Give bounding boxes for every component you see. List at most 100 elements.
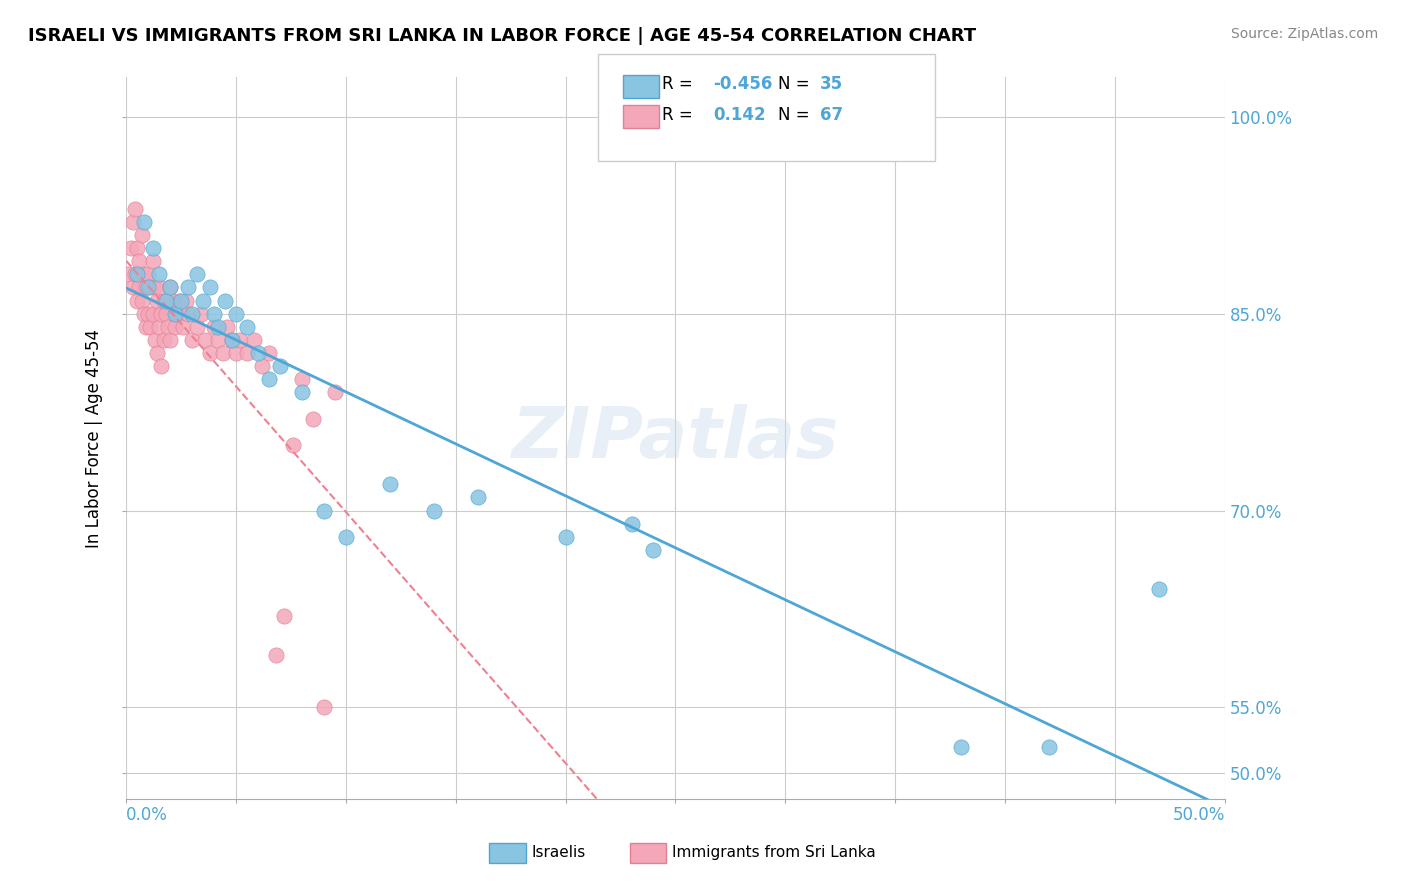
Point bbox=[950, 739, 973, 754]
Point bbox=[131, 227, 153, 242]
Point bbox=[136, 268, 159, 282]
Point bbox=[264, 648, 287, 662]
Point bbox=[194, 333, 217, 347]
Point bbox=[291, 372, 314, 386]
Point bbox=[1038, 739, 1060, 754]
Text: N =: N = bbox=[778, 75, 808, 93]
Point bbox=[172, 319, 194, 334]
Point bbox=[127, 241, 149, 255]
Point bbox=[378, 477, 401, 491]
Point bbox=[163, 307, 186, 321]
Point bbox=[190, 307, 212, 321]
Point bbox=[335, 530, 357, 544]
Point bbox=[132, 307, 155, 321]
Point bbox=[121, 215, 143, 229]
Text: Israelis: Israelis bbox=[531, 846, 586, 860]
Point bbox=[155, 293, 177, 308]
Point bbox=[221, 333, 243, 347]
Point bbox=[136, 307, 159, 321]
Point bbox=[273, 608, 295, 623]
Point bbox=[257, 346, 280, 360]
Point bbox=[156, 319, 179, 334]
Text: 0.0%: 0.0% bbox=[127, 805, 169, 824]
Point bbox=[131, 293, 153, 308]
Text: R =: R = bbox=[662, 75, 693, 93]
Point bbox=[467, 491, 489, 505]
Point bbox=[139, 319, 162, 334]
Point bbox=[167, 293, 190, 308]
Point bbox=[225, 346, 247, 360]
Point bbox=[120, 241, 142, 255]
Point bbox=[302, 411, 325, 425]
Point bbox=[186, 319, 208, 334]
Point bbox=[166, 307, 188, 321]
Point bbox=[312, 700, 335, 714]
Point bbox=[163, 319, 186, 334]
Point bbox=[312, 503, 335, 517]
Point bbox=[170, 293, 193, 308]
Text: N =: N = bbox=[778, 105, 808, 123]
Point bbox=[191, 293, 214, 308]
Point bbox=[159, 280, 181, 294]
Point bbox=[146, 293, 169, 308]
Point bbox=[225, 307, 247, 321]
Text: R =: R = bbox=[662, 105, 693, 123]
Point bbox=[177, 307, 200, 321]
Point bbox=[132, 215, 155, 229]
Point bbox=[148, 280, 170, 294]
Text: 67: 67 bbox=[820, 105, 842, 123]
Point bbox=[643, 542, 665, 557]
Point bbox=[132, 268, 155, 282]
Point bbox=[150, 359, 173, 373]
Point bbox=[150, 307, 173, 321]
Point bbox=[135, 319, 157, 334]
Point bbox=[257, 372, 280, 386]
Point bbox=[159, 280, 181, 294]
Point bbox=[217, 319, 239, 334]
Point bbox=[128, 254, 150, 268]
Text: ZIPatlas: ZIPatlas bbox=[512, 404, 839, 473]
Point bbox=[198, 346, 221, 360]
Point bbox=[229, 333, 252, 347]
Text: 35: 35 bbox=[820, 75, 842, 93]
Point bbox=[202, 319, 225, 334]
Point bbox=[124, 202, 146, 216]
Point bbox=[291, 385, 314, 400]
Point bbox=[620, 516, 643, 531]
Point bbox=[323, 385, 346, 400]
Point bbox=[143, 280, 166, 294]
Point bbox=[146, 346, 169, 360]
Point bbox=[198, 280, 221, 294]
Point bbox=[181, 307, 204, 321]
Point bbox=[186, 268, 208, 282]
Text: ISRAELI VS IMMIGRANTS FROM SRI LANKA IN LABOR FORCE | AGE 45-54 CORRELATION CHAR: ISRAELI VS IMMIGRANTS FROM SRI LANKA IN … bbox=[28, 27, 976, 45]
Point bbox=[252, 359, 274, 373]
Point bbox=[212, 346, 235, 360]
Y-axis label: In Labor Force | Age 45-54: In Labor Force | Age 45-54 bbox=[86, 329, 103, 548]
Point bbox=[202, 307, 225, 321]
Point bbox=[283, 438, 305, 452]
Point bbox=[236, 346, 259, 360]
Point bbox=[242, 333, 264, 347]
Point bbox=[177, 280, 200, 294]
Point bbox=[159, 333, 181, 347]
Point bbox=[142, 254, 165, 268]
Point bbox=[148, 268, 170, 282]
Point bbox=[423, 503, 446, 517]
Point bbox=[152, 333, 174, 347]
Point bbox=[148, 319, 170, 334]
Point bbox=[124, 268, 146, 282]
Point bbox=[142, 241, 165, 255]
Point bbox=[162, 293, 184, 308]
Point bbox=[236, 319, 259, 334]
Point bbox=[170, 307, 193, 321]
Point bbox=[174, 293, 197, 308]
Text: 0.142: 0.142 bbox=[713, 105, 765, 123]
Point bbox=[221, 333, 243, 347]
Text: Source: ZipAtlas.com: Source: ZipAtlas.com bbox=[1230, 27, 1378, 41]
Point bbox=[139, 280, 162, 294]
Point bbox=[1147, 582, 1170, 597]
Point bbox=[127, 293, 149, 308]
Point bbox=[135, 280, 157, 294]
Point bbox=[127, 268, 149, 282]
